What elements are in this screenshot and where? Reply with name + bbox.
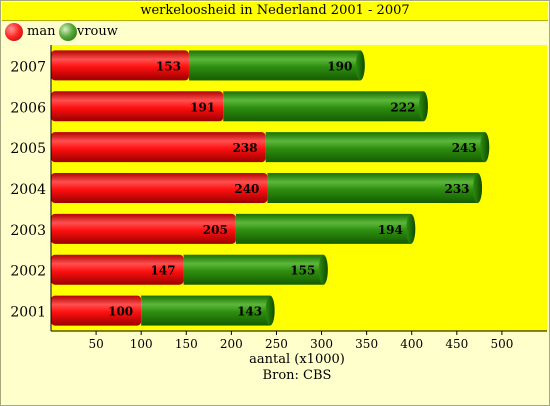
bar-vrouw-2006 (223, 91, 424, 122)
y-tick-label-2007: 2007 (10, 59, 46, 75)
bar-end-cap-2004 (473, 173, 483, 203)
bar-end-cap-2002 (318, 254, 328, 285)
value-label-man-2002: 147 (151, 264, 176, 278)
value-label-man-2004: 240 (234, 182, 259, 196)
value-label-vrouw-2002: 155 (290, 264, 315, 278)
legend-label-vrouw: vrouw (77, 24, 118, 39)
bar-vrouw-2004 (267, 173, 478, 203)
bar-end-cap-2006 (418, 91, 428, 122)
y-tick-label-2005: 2005 (10, 141, 46, 157)
value-label-vrouw-2003: 194 (378, 223, 403, 237)
x-tick-label-450: 450 (445, 337, 468, 351)
bar-man-2001 (51, 295, 142, 326)
bar-vrouw-2001 (141, 295, 271, 326)
x-tick-label-200: 200 (220, 337, 243, 351)
axis-layer: 2007 2006 2005 2004 2003 2002 2001 50 100 150 200 2… (10, 45, 547, 351)
legend-label-man: man (27, 24, 56, 39)
x-tick-label-250: 250 (265, 337, 288, 351)
bars-layer: 153 190 191 222 238 243 240 233 205 194 147 155 100 1… (51, 50, 490, 326)
bar-man-2007 (51, 50, 189, 81)
source-note: Bron: CBS (263, 368, 332, 383)
bar-man-2003 (51, 213, 236, 244)
x-tick-label-100: 100 (130, 337, 153, 351)
value-label-vrouw-2007: 190 (327, 59, 352, 73)
bar-end-cap-2005 (480, 132, 490, 163)
y-tick-label-2004: 2004 (10, 182, 46, 198)
x-axis-label: aantal (x1000) (249, 352, 345, 367)
value-label-man-2006: 191 (190, 100, 215, 114)
value-label-man-2001: 100 (108, 305, 133, 319)
x-tick-label-400: 400 (400, 337, 423, 351)
y-tick-label-2003: 2003 (10, 223, 46, 239)
y-tick-label-2002: 2002 (10, 264, 46, 280)
x-tick-label-150: 150 (175, 337, 198, 351)
x-tick-label-500: 500 (490, 337, 513, 351)
x-tick-label-350: 350 (355, 337, 378, 351)
bar-end-cap-2001 (265, 295, 275, 326)
value-label-man-2003: 205 (203, 223, 228, 237)
value-label-vrouw-2001: 143 (237, 305, 262, 319)
legend-swatch-vrouw (59, 23, 77, 41)
value-label-vrouw-2005: 243 (452, 141, 477, 155)
y-tick-label-2001: 2001 (10, 305, 46, 321)
bar-man-2006 (51, 91, 224, 122)
x-tick-label-50: 50 (88, 337, 103, 351)
value-label-vrouw-2006: 222 (390, 100, 415, 114)
bar-vrouw-2007 (188, 50, 361, 81)
value-label-vrouw-2004: 233 (444, 182, 469, 196)
y-tick-label-2006: 2006 (10, 100, 46, 116)
bar-vrouw-2003 (235, 213, 411, 244)
bar-end-cap-2007 (355, 50, 365, 81)
bar-man-2004 (51, 173, 268, 203)
bar-end-cap-2003 (406, 213, 416, 244)
bar-vrouw-2002 (183, 254, 324, 285)
value-label-man-2005: 238 (233, 141, 258, 155)
bar-man-2005 (51, 132, 266, 163)
x-tick-label-300: 300 (310, 337, 333, 351)
bar-vrouw-2005 (265, 132, 485, 163)
value-label-man-2007: 153 (156, 59, 181, 73)
chart-title: werkeloosheid in Nederland 2001 - 2007 (2, 2, 548, 21)
bar-man-2002 (51, 254, 184, 285)
legend-swatch-man (5, 23, 23, 41)
